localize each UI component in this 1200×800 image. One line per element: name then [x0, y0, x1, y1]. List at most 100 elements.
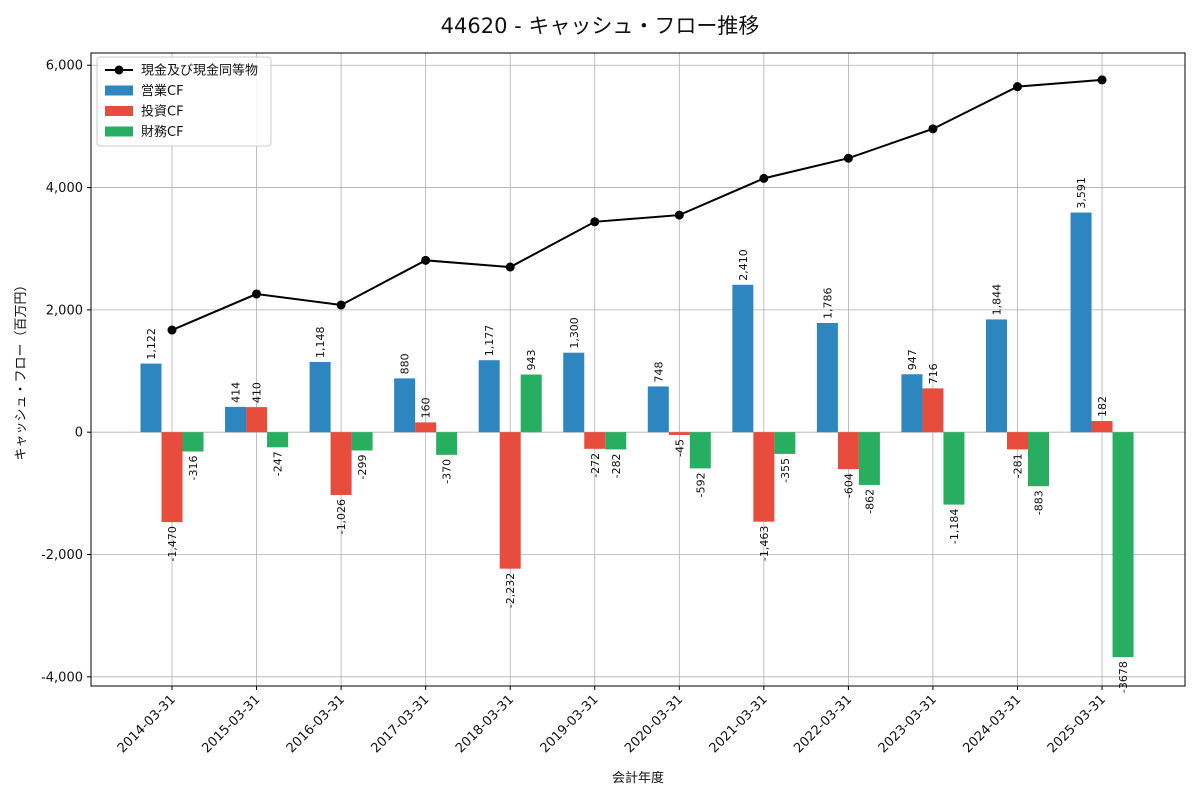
- bar-value-label: -299: [356, 454, 369, 479]
- legend-label: 投資CF: [141, 104, 184, 120]
- bar: [499, 432, 521, 569]
- y-axis-label: キャッシュ・フロー（百万円）: [14, 278, 29, 460]
- bar: [436, 432, 458, 455]
- bar: [1091, 421, 1113, 433]
- bar: [816, 322, 838, 433]
- y-tick-label: -4,000: [41, 670, 83, 685]
- bar: [1007, 432, 1028, 450]
- x-tick-label: 2014-03-31: [115, 692, 179, 756]
- grid-layer: [91, 53, 1185, 686]
- bar-value-label: 716: [927, 363, 940, 384]
- bar: [182, 432, 204, 452]
- y-tick-label: 0: [75, 426, 83, 441]
- x-tick-label: 2025-03-31: [1045, 692, 1109, 756]
- bar-value-label: -247: [272, 451, 285, 476]
- cash-point: [759, 173, 769, 183]
- bar-value-label: 2,410: [737, 249, 750, 281]
- bar: [943, 432, 965, 505]
- legend-marker: [114, 65, 124, 75]
- bar: [837, 432, 859, 470]
- cash-point: [674, 210, 684, 220]
- x-tick-label: 2015-03-31: [199, 692, 263, 756]
- bar-value-label: 947: [906, 349, 919, 370]
- bar-value-label: -370: [441, 459, 454, 484]
- cash-point: [1013, 82, 1022, 92]
- cash-point: [336, 300, 346, 310]
- bar-value-label: 1,122: [145, 328, 158, 360]
- cash-point: [252, 289, 262, 299]
- bar-value-label: 182: [1096, 396, 1109, 417]
- bar-value-label: -592: [694, 472, 707, 497]
- x-tick-label: 2017-03-31: [368, 692, 432, 756]
- bar: [584, 432, 606, 449]
- bar: [1070, 212, 1092, 433]
- bar: [520, 374, 542, 433]
- legend-label: 営業CF: [141, 83, 184, 99]
- x-tick-label: 2024-03-31: [960, 692, 1024, 756]
- bar: [986, 319, 1007, 433]
- bar-value-label: -3678: [1117, 661, 1130, 693]
- bar: [140, 363, 162, 433]
- cash-point: [928, 124, 938, 134]
- x-tick-label: 2022-03-31: [791, 692, 855, 756]
- bar: [753, 432, 775, 522]
- bar: [246, 407, 268, 433]
- bar: [922, 388, 944, 433]
- cash-point: [505, 262, 515, 272]
- cash-line: [171, 78, 1103, 331]
- bar: [309, 361, 331, 433]
- bar: [647, 386, 669, 433]
- bar-value-label: 3,591: [1075, 177, 1088, 209]
- cash-point: [167, 325, 177, 335]
- x-tick-label: 2019-03-31: [538, 692, 602, 756]
- bar: [668, 432, 690, 435]
- bar-value-label: 1,844: [991, 284, 1004, 316]
- bar-value-label: 748: [652, 361, 665, 382]
- bar-value-label: -604: [842, 473, 855, 498]
- bar-value-label: 1,177: [483, 325, 496, 357]
- x-tick-label: 2020-03-31: [622, 692, 686, 756]
- bar: [1028, 432, 1049, 487]
- y-tick-label: 6,000: [46, 59, 83, 74]
- cash-point: [421, 255, 431, 265]
- bar: [161, 432, 183, 523]
- labels-layer: 1,122 414 1,148 880 1,177 1,300 748 2,410 1,786 9…: [145, 177, 1130, 693]
- bar-value-label: -1,184: [948, 509, 961, 544]
- bar-value-label: 160: [420, 397, 433, 418]
- bar: [1112, 432, 1134, 658]
- x-tick-label: 2018-03-31: [453, 692, 517, 756]
- legend-label: 財務CF: [141, 125, 184, 140]
- x-axis-label: 会計年度: [612, 770, 664, 786]
- bar-value-label: -355: [779, 458, 792, 483]
- bar-value-label: 880: [399, 353, 412, 374]
- chart-title: 44620 - キャッシュ・フロー推移: [441, 14, 760, 38]
- x-tick-label: 2016-03-31: [284, 692, 348, 756]
- bar-value-label: 943: [525, 350, 538, 371]
- y-tick-label: 4,000: [46, 181, 83, 196]
- bar-value-label: -862: [863, 489, 876, 514]
- line-layer: [167, 75, 1107, 335]
- bar: [225, 406, 247, 433]
- bar: [351, 432, 373, 451]
- y-tick-label: 2,000: [46, 303, 83, 318]
- legend-swatch: [105, 126, 133, 137]
- bar: [267, 432, 289, 448]
- legend-swatch: [105, 106, 133, 116]
- plot-frame: [90, 52, 1186, 687]
- legend-label: 現金及び現金同等物: [141, 63, 258, 79]
- bar-value-label: -1,026: [335, 499, 348, 534]
- bar-value-label: 410: [251, 382, 264, 403]
- cash-point: [1097, 75, 1107, 85]
- bar: [330, 432, 352, 495]
- bar: [689, 432, 711, 469]
- bar-value-label: -2,232: [504, 573, 517, 608]
- y-tick-label: -2,000: [41, 548, 83, 563]
- cash-point: [590, 217, 600, 227]
- bar: [858, 432, 880, 485]
- bar: [394, 378, 416, 433]
- x-tick-label: 2021-03-31: [707, 692, 771, 756]
- bar: [901, 374, 923, 433]
- bar-value-label: -45: [673, 439, 686, 457]
